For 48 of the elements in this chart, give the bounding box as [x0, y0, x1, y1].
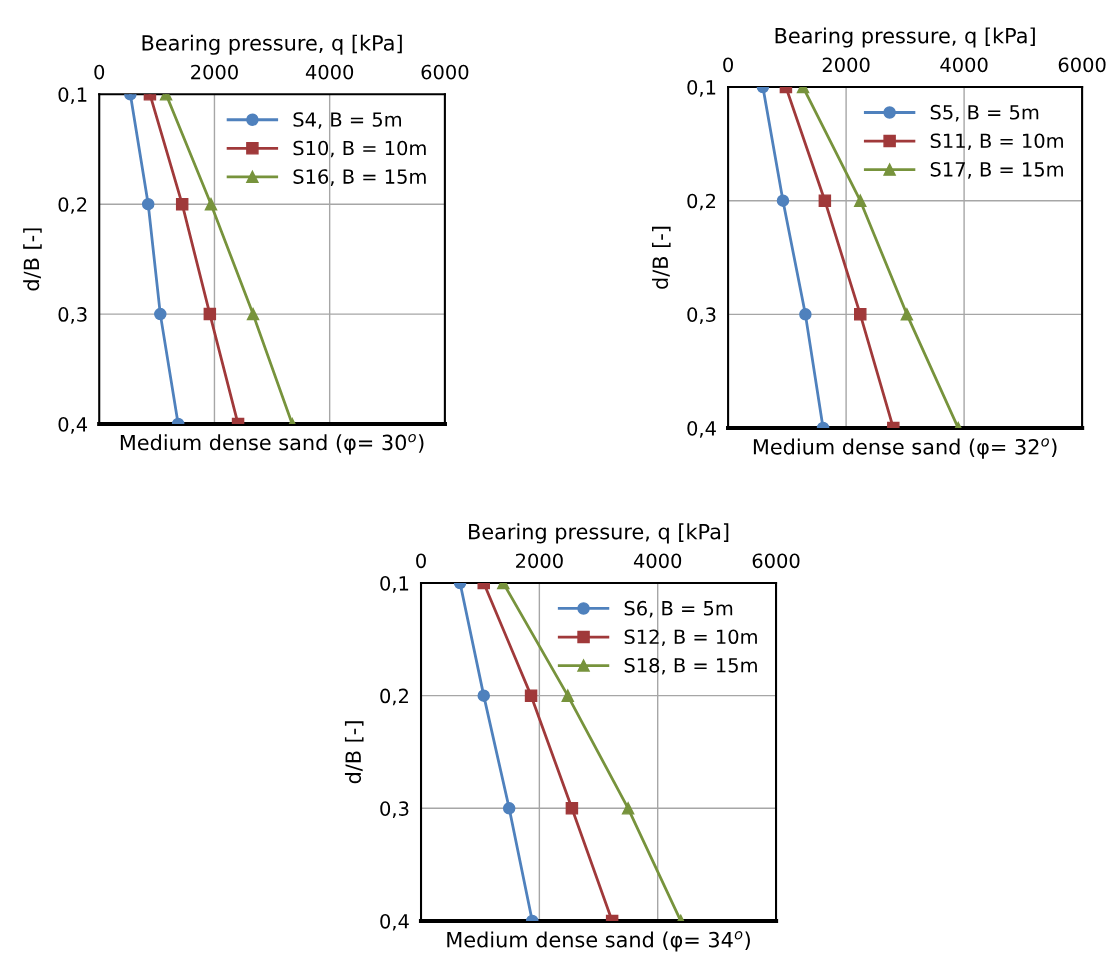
legend-label: S12, B = 10m	[624, 629, 757, 647]
x-tick-label: 0	[94, 64, 105, 80]
y-tick-label: 0,1	[380, 575, 409, 593]
legend-label: S11, B = 10m	[930, 133, 1063, 151]
x-tick-label: 4000	[305, 64, 354, 80]
x-tick-label: 0	[416, 553, 426, 569]
x-tick-label: 2000	[516, 553, 563, 569]
x-tick-label: 2000	[191, 64, 238, 80]
y-axis-title: d/B [-]	[344, 721, 364, 784]
y-tick-label: 0,4	[380, 913, 409, 931]
y-tick-label: 0,3	[687, 307, 716, 324]
legend-label: S4, B = 5m	[293, 112, 401, 129]
text: Medium dense sand (φ= 30$^{o}$)	[120, 433, 424, 455]
y-tick-label: 0,2	[58, 197, 87, 214]
legend-label: S17, B = 15m	[930, 161, 1063, 179]
x-tick-label: 6000	[1058, 57, 1106, 73]
y-tick-label: 0,3	[380, 801, 409, 818]
text: Medium dense sand (φ= 32$^{o}$)	[753, 438, 1057, 459]
y-axis-title: d/B [-]	[23, 228, 42, 291]
x-tick-label: 4000	[633, 553, 682, 569]
x-axis-title: Bearing pressure, q [kPa]	[142, 34, 402, 55]
x-axis-title: Bearing pressure, q [kPa]	[469, 523, 729, 544]
legend-label: S6, B = 5m	[624, 600, 733, 618]
y-axis-title: d/B [-]	[652, 226, 671, 289]
point	[246, 307, 260, 321]
y-tick-label: 0,1	[687, 79, 716, 97]
legend-label: S5, B = 5m	[930, 104, 1039, 122]
legend-label: S18, B = 15m	[624, 657, 757, 675]
point	[203, 307, 217, 321]
text: Medium dense sand (φ= 34$^{o}$)	[447, 931, 750, 952]
point	[175, 197, 189, 211]
x-tick-label: 6000	[421, 64, 469, 80]
x-tick-label: 0	[723, 57, 733, 73]
y-tick-label: 0,4	[58, 416, 88, 434]
y-tick-label: 0,2	[687, 193, 716, 211]
x-tick-label: 4000	[940, 57, 988, 73]
legend-label: S16, B = 15m	[293, 169, 426, 186]
y-tick-label: 0,2	[380, 688, 408, 706]
y-tick-label: 0,1	[58, 87, 87, 104]
x-axis-title: Bearing pressure, q [kPa]	[775, 27, 1035, 48]
point	[154, 307, 167, 321]
y-tick-label: 0,4	[687, 420, 716, 438]
legend-label: S10, B = 10m	[293, 140, 426, 158]
point	[141, 197, 155, 211]
x-tick-label: 2000	[822, 57, 870, 73]
y-tick-label: 0,3	[58, 307, 87, 324]
x-tick-label: 6000	[752, 553, 800, 569]
point	[204, 197, 218, 211]
